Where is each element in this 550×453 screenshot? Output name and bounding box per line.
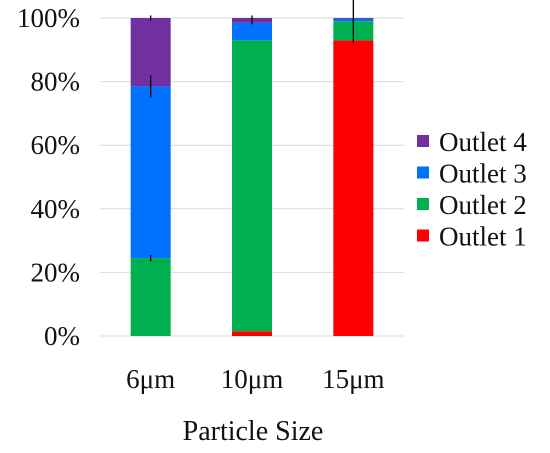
y-axis-ticks: 0% 20% 40% 60% 80% 100% [17,3,80,351]
bar-segment [130,86,171,259]
legend-swatch [417,198,429,210]
bar-segment [130,258,171,336]
x-axis-title: Particle Size [183,416,324,447]
y-tick-label: 0% [44,321,80,351]
bar-segment [333,40,374,336]
bar-segment [232,331,272,336]
error-bars [150,0,354,262]
y-tick-label: 80% [31,67,81,97]
legend-label: Outlet 4 [439,127,527,157]
y-tick-label: 40% [31,194,81,224]
legend-swatch [417,166,429,179]
legend-item: Outlet 4 [417,127,527,157]
x-tick-label: 15μm [322,364,384,394]
legend-item: Outlet 3 [417,159,527,189]
x-axis-ticks: 6μm 10μm 15μm [126,364,384,394]
y-tick-label: 100% [17,3,80,33]
legend-label: Outlet 1 [439,222,527,252]
bar-segment [232,22,272,41]
legend-swatch [417,135,429,147]
legend-swatch [417,229,429,242]
bar-segment [130,18,171,87]
x-tick-label: 6μm [126,364,175,394]
legend-item: Outlet 1 [417,222,527,252]
legend-item: Outlet 2 [417,190,527,220]
bar-segment [232,40,272,332]
x-tick-label: 10μm [221,364,283,394]
legend-label: Outlet 2 [439,190,527,220]
legend-label: Outlet 3 [439,159,527,189]
y-tick-label: 20% [31,257,81,287]
bars [130,18,374,336]
y-tick-label: 60% [31,130,81,160]
